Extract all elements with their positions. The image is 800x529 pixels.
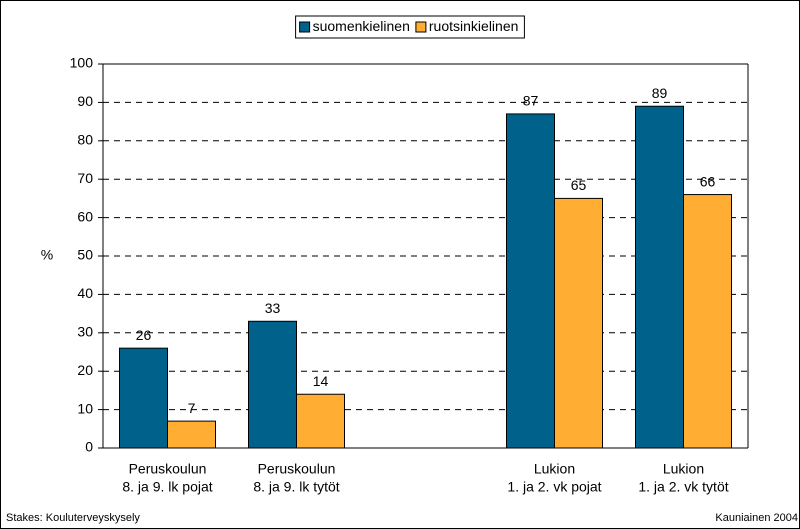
legend-swatch <box>415 21 427 33</box>
value-label: 66 <box>700 173 716 189</box>
legend-box <box>295 15 525 39</box>
bar <box>167 420 216 449</box>
y-tick-label: 50 <box>77 247 93 263</box>
bar <box>248 320 297 449</box>
legend-label: ruotsinkielinen <box>429 18 519 34</box>
y-tick-label: 20 <box>77 362 93 378</box>
x-tick-label: Lukion <box>663 461 704 477</box>
value-label: 33 <box>265 300 281 316</box>
x-tick-label: 8. ja 9. lk pojat <box>122 479 212 495</box>
y-tick-label: 70 <box>77 170 93 186</box>
x-tick-label: Peruskoulun <box>129 461 207 477</box>
value-label: 26 <box>136 327 152 343</box>
note: Kauniainen 2004 <box>715 512 798 524</box>
legend-label: suomenkielinen <box>313 18 410 34</box>
bar <box>554 197 603 449</box>
source: Stakes: Kouluterveyskysely <box>6 512 140 524</box>
y-tick-label: 10 <box>77 400 93 416</box>
value-label: 7 <box>188 400 196 416</box>
y-tick-label: 90 <box>77 93 93 109</box>
y-axis-label: % <box>41 247 53 263</box>
bar <box>506 113 555 449</box>
legend-swatch <box>299 21 311 33</box>
value-label: 14 <box>313 373 329 389</box>
y-tick-label: 30 <box>77 324 93 340</box>
y-tick-label: 40 <box>77 285 93 301</box>
x-tick-label: 1. ja 2. vk tytöt <box>638 479 728 495</box>
bar <box>683 194 732 449</box>
x-tick-label: Peruskoulun <box>258 461 336 477</box>
bar <box>635 105 684 449</box>
x-tick-label: 1. ja 2. vk pojat <box>507 479 601 495</box>
value-label: 65 <box>571 177 587 193</box>
y-tick-label: 80 <box>77 132 93 148</box>
bar <box>296 393 345 449</box>
legend: suomenkielinen ruotsinkielinen <box>295 15 525 39</box>
value-label: 87 <box>523 93 539 109</box>
x-tick-label: Lukion <box>534 461 575 477</box>
y-tick-label: 0 <box>85 439 93 455</box>
x-tick-label: 8. ja 9. lk tytöt <box>253 479 339 495</box>
bar <box>119 347 168 449</box>
value-label: 89 <box>652 85 668 101</box>
y-tick-label: 100 <box>70 55 94 71</box>
y-tick-label: 60 <box>77 208 93 224</box>
